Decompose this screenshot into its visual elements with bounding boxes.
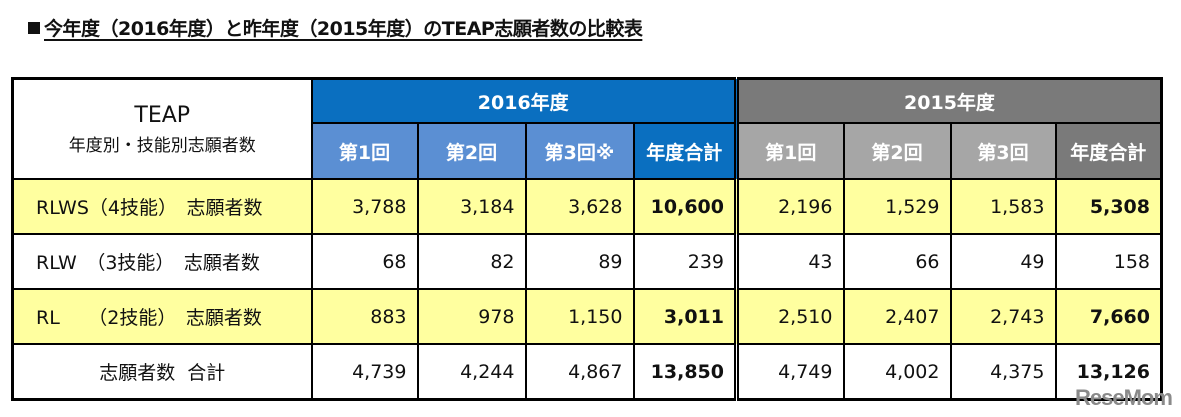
header-2016-total: 年度合計 bbox=[632, 122, 738, 180]
table-row-rlw: RLW （3技能） 志願者数 68 82 89 239 43 66 49 158 bbox=[11, 233, 1163, 290]
cell-2015-r2: 1,529 bbox=[842, 178, 952, 235]
table-row-rlws: RLWS（4技能） 志願者数 3,788 3,184 3,628 10,600 … bbox=[11, 178, 1163, 235]
header-2016-round3: 第3回※ bbox=[524, 122, 635, 180]
cell-2016-total: 10,600 bbox=[632, 178, 738, 235]
cell-2015-r3: 1,583 bbox=[949, 178, 1057, 235]
header-label-teap: TEAP bbox=[134, 102, 191, 128]
cell-2015-total: 13,126 bbox=[1054, 343, 1163, 401]
cell-2016-r3: 3,628 bbox=[524, 178, 635, 235]
header-2016-round2: 第2回 bbox=[416, 122, 527, 180]
watermark-logo: ReseMom bbox=[1075, 385, 1173, 410]
table-title: 今年度（2016年度）と昨年度（2015年度）のTEAP志願者数の比較表 bbox=[28, 14, 643, 41]
cell-2015-total: 5,308 bbox=[1054, 178, 1163, 235]
cell-2016-r3: 1,150 bbox=[524, 288, 635, 345]
cell-2015-r3: 2,743 bbox=[949, 288, 1057, 345]
header-label-sub: 年度別・技能別志願者数 bbox=[68, 135, 256, 156]
cell-2016-r3: 4,867 bbox=[524, 343, 635, 401]
cell-2015-r1: 2,510 bbox=[734, 288, 845, 345]
cell-2015-total: 7,660 bbox=[1054, 288, 1163, 345]
table-row-rl: RL （2技能） 志願者数 883 978 1,150 3,011 2,510 … bbox=[11, 288, 1163, 345]
row-label: RLWS（4技能） 志願者数 bbox=[11, 178, 313, 235]
cell-2016-r2: 82 bbox=[416, 233, 527, 290]
cell-2015-r3: 49 bbox=[949, 233, 1057, 290]
row-label: RLW （3技能） 志願者数 bbox=[11, 233, 313, 290]
cell-2015-r2: 4,002 bbox=[842, 343, 952, 401]
header-2015: 2015年度 bbox=[734, 77, 1163, 124]
cell-2015-r1: 2,196 bbox=[734, 178, 845, 235]
square-bullet-icon bbox=[28, 22, 40, 34]
table-row-total: 志願者数 合計 4,739 4,244 4,867 13,850 4,749 4… bbox=[11, 343, 1163, 401]
cell-2016-total: 13,850 bbox=[632, 343, 738, 401]
cell-2016-r1: 883 bbox=[310, 288, 419, 345]
cell-2016-total: 3,011 bbox=[632, 288, 738, 345]
cell-2016-r2: 4,244 bbox=[416, 343, 527, 401]
comparison-table: TEAP 年度別・技能別志願者数 2016年度 2015年度 第1回 第2回 第… bbox=[11, 77, 1163, 401]
cell-2015-r2: 2,407 bbox=[842, 288, 952, 345]
cell-2016-r1: 68 bbox=[310, 233, 419, 290]
header-row-years: TEAP 年度別・技能別志願者数 2016年度 2015年度 bbox=[11, 77, 1163, 180]
header-2015-total: 年度合計 bbox=[1054, 122, 1163, 180]
cell-2016-r1: 4,739 bbox=[310, 343, 419, 401]
header-row-rounds: 第1回 第2回 第3回※ 年度合計 第1回 第2回 第3回 年度合計 bbox=[13, 122, 1163, 180]
cell-2016-r3: 89 bbox=[524, 233, 635, 290]
row-label: 志願者数 合計 bbox=[11, 343, 313, 401]
cell-2015-r1: 43 bbox=[734, 233, 845, 290]
cell-2016-r2: 3,184 bbox=[416, 178, 527, 235]
cell-2015-r1: 4,749 bbox=[734, 343, 845, 401]
cell-2016-total: 239 bbox=[632, 233, 738, 290]
cell-2015-total: 158 bbox=[1054, 233, 1163, 290]
header-2015-round1: 第1回 bbox=[734, 122, 845, 180]
header-2016: 2016年度 bbox=[310, 77, 738, 124]
header-label-cell: TEAP 年度別・技能別志願者数 bbox=[11, 77, 313, 180]
cell-2015-r3: 4,375 bbox=[949, 343, 1057, 401]
cell-2016-r1: 3,788 bbox=[310, 178, 419, 235]
header-2016-round1: 第1回 bbox=[310, 122, 419, 180]
cell-2016-r2: 978 bbox=[416, 288, 527, 345]
row-label: RL （2技能） 志願者数 bbox=[11, 288, 313, 345]
header-2015-round3: 第3回 bbox=[949, 122, 1057, 180]
header-2015-round2: 第2回 bbox=[842, 122, 952, 180]
cell-2015-r2: 66 bbox=[842, 233, 952, 290]
